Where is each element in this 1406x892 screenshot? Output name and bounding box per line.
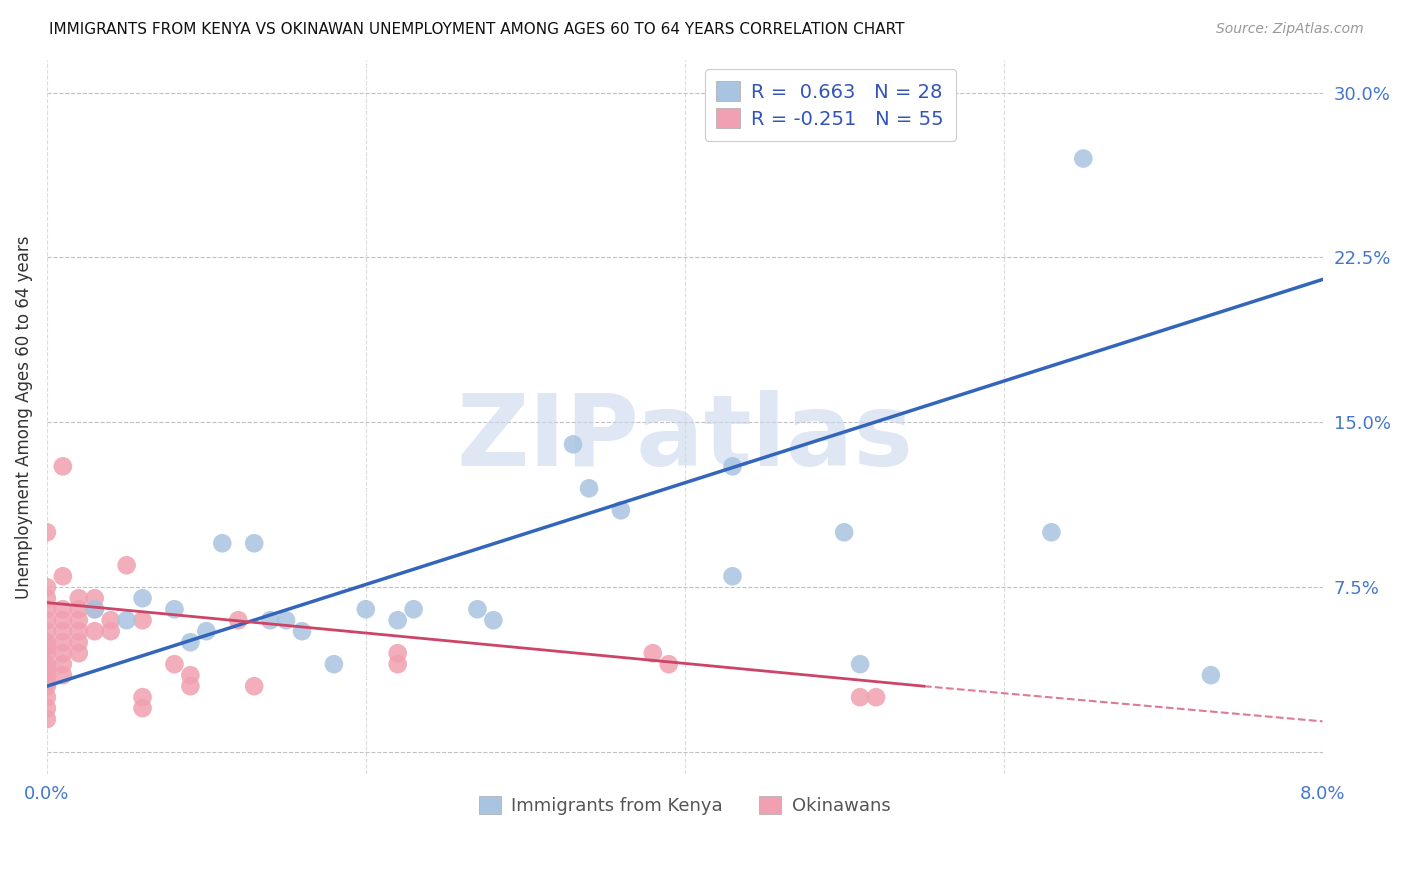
Point [1040, 525, 1063, 540]
Text: IMMIGRANTS FROM KENYA VS OKINAWAN UNEMPLOYMENT AMONG AGES 60 TO 64 YEARS CORRELA: IMMIGRANTS FROM KENYA VS OKINAWAN UNEMPL… [49, 22, 904, 37]
Point [658, 657, 681, 672]
Point [1199, 668, 1222, 682]
Point [35, 668, 58, 682]
Point [35, 701, 58, 715]
Point [610, 503, 633, 517]
Point [721, 459, 744, 474]
Point [849, 690, 872, 705]
Point [865, 690, 887, 705]
Point [211, 536, 233, 550]
Point [387, 613, 409, 627]
Point [721, 569, 744, 583]
Point [100, 624, 122, 639]
Point [52, 613, 75, 627]
Point [35, 580, 58, 594]
Point [322, 657, 344, 672]
Point [1073, 152, 1095, 166]
Point [179, 679, 201, 693]
Point [35, 640, 58, 654]
Y-axis label: Unemployment Among Ages 60 to 64 years: Unemployment Among Ages 60 to 64 years [15, 235, 32, 599]
Point [179, 668, 201, 682]
Point [35, 712, 58, 726]
Point [402, 602, 425, 616]
Point [578, 481, 600, 495]
Point [67, 613, 90, 627]
Point [35, 525, 58, 540]
Point [226, 613, 249, 627]
Point [35, 657, 58, 672]
Point [52, 459, 75, 474]
Point [67, 602, 90, 616]
Point [131, 613, 153, 627]
Legend: Immigrants from Kenya, Okinawans: Immigrants from Kenya, Okinawans [468, 785, 901, 826]
Point [115, 558, 138, 573]
Text: ZIPatlas: ZIPatlas [457, 390, 912, 487]
Point [35, 679, 58, 693]
Point [179, 635, 201, 649]
Point [849, 657, 872, 672]
Point [67, 646, 90, 660]
Point [832, 525, 855, 540]
Point [52, 668, 75, 682]
Point [291, 624, 314, 639]
Point [52, 569, 75, 583]
Point [387, 657, 409, 672]
Point [115, 613, 138, 627]
Point [131, 591, 153, 606]
Point [35, 635, 58, 649]
Point [259, 613, 281, 627]
Point [354, 602, 377, 616]
Point [35, 662, 58, 676]
Point [35, 613, 58, 627]
Point [35, 591, 58, 606]
Point [35, 602, 58, 616]
Point [131, 701, 153, 715]
Point [163, 602, 186, 616]
Point [243, 536, 266, 550]
Point [274, 613, 297, 627]
Text: Source: ZipAtlas.com: Source: ZipAtlas.com [1216, 22, 1364, 37]
Point [67, 635, 90, 649]
Point [52, 602, 75, 616]
Point [83, 624, 105, 639]
Point [83, 591, 105, 606]
Point [641, 646, 664, 660]
Point [195, 624, 218, 639]
Point [35, 690, 58, 705]
Point [482, 613, 505, 627]
Point [562, 437, 585, 451]
Point [52, 624, 75, 639]
Point [35, 624, 58, 639]
Point [67, 624, 90, 639]
Point [52, 646, 75, 660]
Point [100, 613, 122, 627]
Point [67, 591, 90, 606]
Point [83, 602, 105, 616]
Point [163, 657, 186, 672]
Point [35, 646, 58, 660]
Point [131, 690, 153, 705]
Point [35, 674, 58, 689]
Point [387, 646, 409, 660]
Point [243, 679, 266, 693]
Point [83, 602, 105, 616]
Point [52, 657, 75, 672]
Point [52, 635, 75, 649]
Point [467, 602, 489, 616]
